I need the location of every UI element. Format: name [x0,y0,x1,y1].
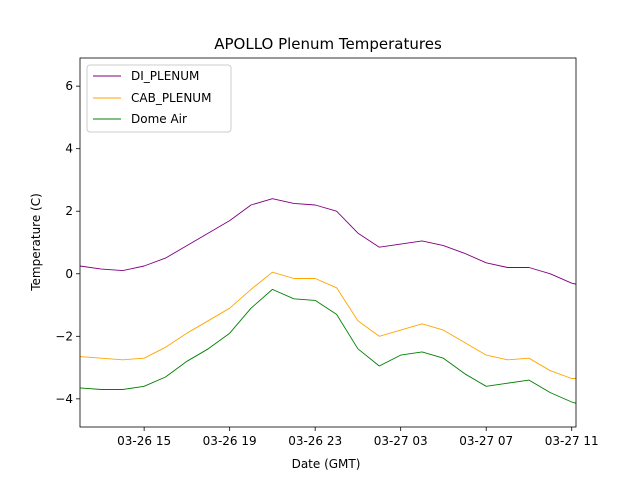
x-tick-label: 03-26 15 [117,434,171,448]
series-line-dome-air [80,288,576,404]
x-tick-label: 03-27 03 [374,434,428,448]
legend-label-cab-plenum: CAB_PLENUM [131,91,211,105]
series-line-di-plenum [80,198,576,285]
chart-title: APOLLO Plenum Temperatures [214,35,442,53]
series-layer [80,198,576,404]
y-tick-label: 0 [65,267,73,281]
legend-box [86,64,232,133]
y-tick-label: 6 [65,79,73,93]
x-axis-label: Date (GMT) [292,457,361,471]
y-tick-label: 4 [65,142,73,156]
x-tick-label: 03-26 23 [288,434,342,448]
legend-label-dome-air: Dome Air [131,112,187,126]
plot-frame [79,57,577,428]
x-tick-label: 03-26 19 [203,434,257,448]
y-tick-label: −2 [55,329,73,343]
y-tick-label: −4 [55,392,73,406]
legend: DI_PLENUM CAB_PLENUM Dome Air [86,64,232,133]
series-line-cab-plenum [80,271,576,379]
y-tick-label: 2 [65,204,73,218]
legend-label-di-plenum: DI_PLENUM [131,69,199,83]
ticks-layer: −4 −2 0 2 4 6 03-26 15 03-26 19 03-26 23 03-27 03… [55,79,598,448]
y-axis-label: Temperature (C) [29,193,43,292]
x-tick-label: 03-27 07 [459,434,513,448]
x-tick-label: 03-27 11 [545,434,599,448]
